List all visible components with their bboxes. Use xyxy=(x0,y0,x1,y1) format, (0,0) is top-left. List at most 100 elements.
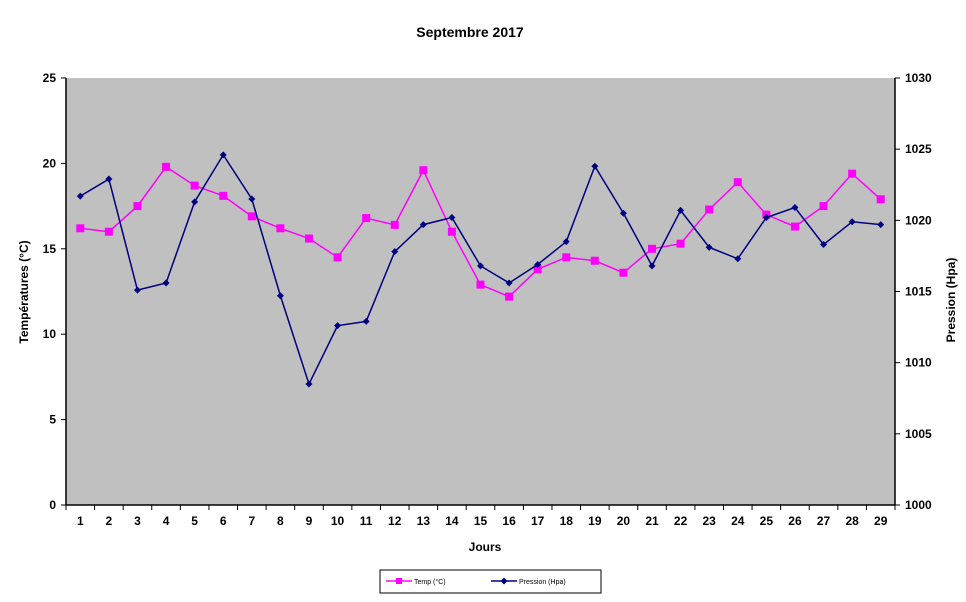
x-tick-label: 3 xyxy=(134,514,141,528)
x-tick-label: 17 xyxy=(531,514,545,528)
data-point-marker xyxy=(419,221,427,229)
right-tick-label: 1010 xyxy=(905,356,932,370)
legend-item-pression: Pression (Hpa) xyxy=(491,577,566,586)
data-point-marker xyxy=(791,204,799,212)
right-tick-label: 1000 xyxy=(905,498,932,512)
series-layer xyxy=(76,151,885,388)
left-y-axis: 0 5 10 15 20 25 xyxy=(43,71,67,512)
data-point-marker xyxy=(104,227,113,236)
x-tick-label: 22 xyxy=(674,514,688,528)
x-tick-label: 7 xyxy=(248,514,255,528)
x-tick-label: 2 xyxy=(106,514,113,528)
data-point-marker xyxy=(276,224,285,233)
plot-area xyxy=(66,78,895,505)
data-point-marker xyxy=(219,191,228,200)
data-point-marker xyxy=(505,292,514,301)
data-point-marker xyxy=(648,262,656,270)
left-tick-label: 25 xyxy=(43,71,57,85)
x-tick-label: 9 xyxy=(306,514,313,528)
data-point-marker xyxy=(447,227,456,236)
data-point-marker xyxy=(190,181,199,190)
x-tick-label: 24 xyxy=(731,514,745,528)
y2-axis-label: Pression (Hpa) xyxy=(944,258,958,343)
x-tick-label: 15 xyxy=(474,514,488,528)
data-point-marker xyxy=(305,380,313,388)
data-point-marker xyxy=(133,286,141,294)
data-point-marker xyxy=(419,166,428,175)
right-tick-label: 1030 xyxy=(905,71,932,85)
data-point-marker xyxy=(304,234,313,243)
data-point-marker xyxy=(191,198,199,206)
right-tick-label: 1015 xyxy=(905,285,932,299)
data-point-marker xyxy=(676,239,685,248)
data-point-marker xyxy=(705,205,714,214)
data-point-marker xyxy=(562,238,570,246)
data-point-marker xyxy=(590,256,599,265)
data-point-marker xyxy=(390,220,399,229)
data-point-marker xyxy=(705,243,713,251)
x-tick-label: 16 xyxy=(502,514,516,528)
chart-title: Septembre 2017 xyxy=(416,24,524,40)
x-tick-label: 6 xyxy=(220,514,227,528)
x-tick-label: 10 xyxy=(331,514,345,528)
left-tick-label: 5 xyxy=(49,413,56,427)
legend-temp-marker xyxy=(396,578,402,584)
data-point-marker xyxy=(790,222,799,231)
data-point-marker xyxy=(162,279,170,287)
legend-pression-label: Pression (Hpa) xyxy=(519,579,566,586)
y-axis-label: Températures (°C) xyxy=(17,240,31,343)
legend-box xyxy=(379,569,602,594)
data-point-marker xyxy=(362,317,370,325)
series-temp xyxy=(76,162,885,301)
right-tick-label: 1025 xyxy=(905,142,932,156)
x-tick-label: 12 xyxy=(388,514,402,528)
right-tick-label: 1020 xyxy=(905,213,932,227)
data-point-marker xyxy=(333,253,342,262)
legend-item-temp: Temp (°C) xyxy=(386,578,446,586)
data-point-marker xyxy=(105,175,113,183)
data-point-marker xyxy=(734,255,742,263)
x-tick-label: 20 xyxy=(617,514,631,528)
x-tick-label: 5 xyxy=(191,514,198,528)
x-tick-label: 28 xyxy=(845,514,859,528)
data-point-marker xyxy=(162,162,171,171)
data-point-marker xyxy=(819,202,828,211)
data-point-marker xyxy=(848,169,857,178)
left-tick-label: 20 xyxy=(43,156,57,170)
x-tick-label: 26 xyxy=(788,514,802,528)
x-tick-label: 25 xyxy=(760,514,774,528)
x-tick-label: 23 xyxy=(703,514,717,528)
data-point-marker xyxy=(248,195,256,203)
x-tick-label: 4 xyxy=(163,514,170,528)
data-point-marker xyxy=(476,280,485,289)
legend: Temp (°C) Pression (Hpa) xyxy=(379,569,602,594)
data-point-marker xyxy=(362,214,371,223)
x-tick-label: 21 xyxy=(645,514,659,528)
x-tick-label: 1 xyxy=(77,514,84,528)
data-point-marker xyxy=(619,209,627,217)
data-point-marker xyxy=(820,241,828,249)
data-point-marker xyxy=(276,292,284,300)
x-tick-label: 18 xyxy=(560,514,574,528)
data-point-marker xyxy=(76,192,84,200)
data-point-marker xyxy=(219,151,227,159)
data-point-marker xyxy=(848,218,856,226)
data-point-marker xyxy=(648,244,657,253)
data-point-marker xyxy=(876,195,885,204)
data-point-marker xyxy=(477,262,484,270)
left-tick-label: 10 xyxy=(43,327,57,341)
data-point-marker xyxy=(733,178,742,187)
x-tick-label: 27 xyxy=(817,514,831,528)
left-tick-label: 15 xyxy=(43,242,57,256)
data-point-marker xyxy=(677,206,685,214)
legend-pression-marker xyxy=(500,577,508,585)
x-axis-label: Jours xyxy=(469,540,502,554)
right-tick-label: 1005 xyxy=(905,427,932,441)
data-point-marker xyxy=(562,253,571,262)
data-point-marker xyxy=(533,265,542,274)
data-point-marker xyxy=(391,248,399,256)
right-y-axis: 1000 1005 1010 1015 1020 1025 1030 xyxy=(894,71,932,512)
legend-temp-label: Temp (°C) xyxy=(414,578,446,586)
x-axis: 1 2 3 4 5 6 7 8 9 10 11 12 13 14 15 16 17 18 19 20 21 22 23 24 2… xyxy=(65,504,896,528)
